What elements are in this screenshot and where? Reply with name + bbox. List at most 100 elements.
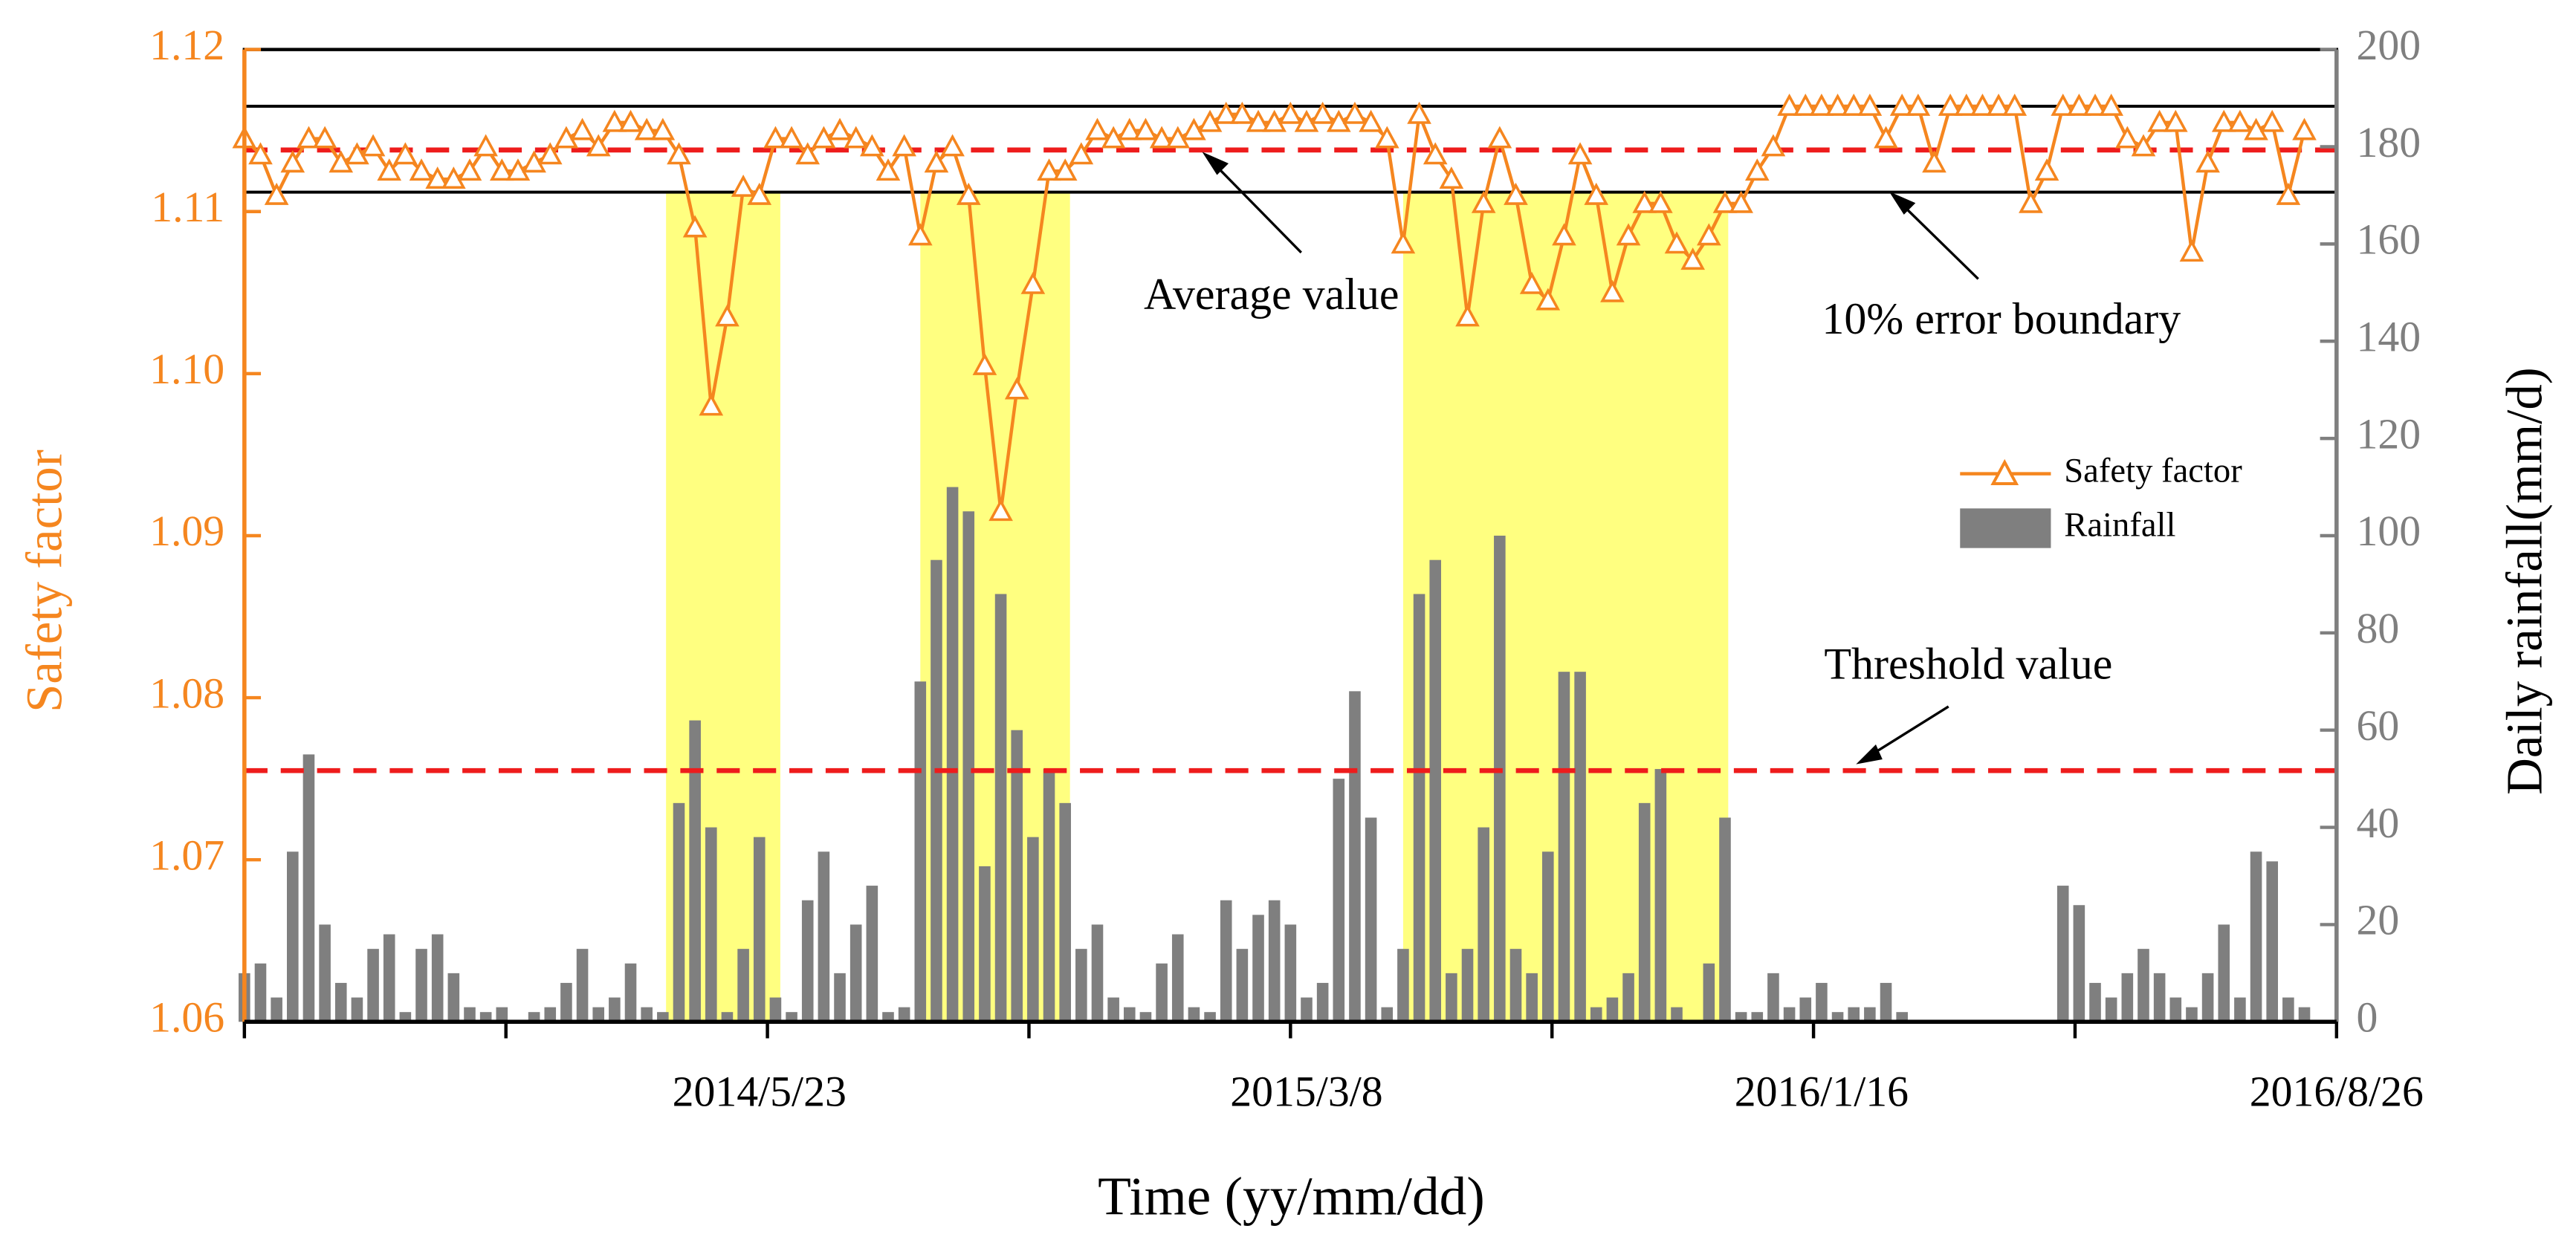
bar <box>705 827 717 1022</box>
marker <box>1471 190 1496 213</box>
annotation: Average value <box>1144 270 1399 319</box>
marker <box>747 182 772 205</box>
bar <box>2153 973 2166 1022</box>
y2-tick-label: 0 <box>2356 995 2378 1042</box>
marker <box>312 126 337 149</box>
marker <box>537 142 563 165</box>
marker <box>827 117 852 140</box>
marker <box>1101 126 1126 149</box>
marker <box>1165 126 1191 149</box>
marker <box>345 142 369 165</box>
marker <box>876 158 901 181</box>
marker <box>956 182 981 205</box>
marker <box>1616 223 1641 246</box>
marker <box>924 150 949 173</box>
bar <box>1671 1007 1683 1022</box>
bar <box>1735 1012 1747 1022</box>
marker <box>1744 158 1770 181</box>
marker <box>2115 126 2140 149</box>
axes: 1.06 1.07 1.08 1.09 1.10 1.11 1.12 0 20 40 60 80 100… <box>149 22 2424 1116</box>
bar <box>1236 949 1249 1022</box>
bar <box>769 997 782 1022</box>
bar <box>1767 973 1779 1022</box>
marker <box>1600 279 1625 302</box>
bar <box>1509 949 1522 1022</box>
y2-tick-label: 180 <box>2356 120 2421 166</box>
marker <box>1712 190 1738 213</box>
bar <box>834 973 846 1022</box>
bar <box>1574 672 1586 1022</box>
marker <box>1246 109 1271 132</box>
marker <box>441 166 466 189</box>
marker <box>1214 101 1239 124</box>
bar <box>271 997 282 1022</box>
marker <box>1182 117 1206 140</box>
bar <box>1461 949 1474 1022</box>
bar <box>753 837 766 1022</box>
bar <box>946 487 959 1022</box>
marker <box>1970 93 1995 116</box>
marker <box>2292 117 2317 140</box>
arrowhead <box>1202 152 1229 175</box>
y2-tick-label: 20 <box>2356 898 2399 944</box>
marker <box>1680 247 1706 270</box>
marker <box>1584 182 1609 205</box>
marker <box>1439 166 1464 189</box>
marker <box>329 150 354 173</box>
marker <box>2163 109 2188 132</box>
marker <box>731 174 756 197</box>
marker <box>715 304 740 327</box>
marker <box>2179 239 2204 262</box>
bar <box>979 866 991 1022</box>
bar <box>1526 973 1538 1022</box>
marker <box>2259 109 2285 132</box>
legend: Safety factor Rainfall <box>1960 451 2242 548</box>
bar <box>2121 973 2134 1022</box>
marker <box>1359 109 1383 132</box>
bar <box>1252 915 1264 1022</box>
bar <box>1622 973 1634 1022</box>
bar <box>2250 851 2262 1022</box>
marker <box>1729 190 1753 213</box>
y2-tick-label: 120 <box>2356 411 2421 458</box>
bar <box>1446 973 1457 1022</box>
bar <box>334 982 347 1022</box>
arrow <box>1901 204 1979 280</box>
bar <box>1220 900 1232 1022</box>
bar <box>818 851 830 1022</box>
x-axis-label: Time (yy/mm/dd) <box>1098 1166 1485 1226</box>
marker <box>972 352 997 375</box>
marker <box>409 158 434 181</box>
bar <box>2105 997 2117 1022</box>
marker <box>940 134 965 157</box>
marker <box>1455 304 1480 327</box>
bar <box>544 1007 557 1022</box>
marker <box>1004 377 1029 400</box>
bar <box>1397 949 1409 1022</box>
y-tick-label: 1.12 <box>149 22 224 69</box>
bar <box>560 982 572 1022</box>
bar <box>1494 535 1506 1022</box>
bar <box>898 1007 910 1022</box>
marker <box>1374 126 1399 149</box>
bar <box>351 997 363 1022</box>
bar <box>2056 886 2069 1022</box>
y2-tick-label: 60 <box>2356 703 2399 750</box>
bar <box>528 1012 540 1022</box>
marker <box>280 150 305 173</box>
arrow <box>1868 705 1949 757</box>
y-tick-label: 1.06 <box>149 995 224 1042</box>
bar <box>2218 924 2230 1022</box>
marker <box>1825 93 1850 116</box>
marker <box>860 134 884 157</box>
annotation: 10% error boundary <box>1822 294 2181 343</box>
y2-axis-label: Daily rainfall(mm/d) <box>2496 367 2553 795</box>
y-tick-label: 1.11 <box>151 184 224 231</box>
bar <box>786 1012 797 1022</box>
y2-tick-label: 40 <box>2356 800 2399 847</box>
marker <box>1664 231 1689 254</box>
bar <box>1848 1007 1860 1022</box>
bar <box>383 934 395 1022</box>
y2-tick-label: 100 <box>2356 508 2421 555</box>
marker <box>489 158 514 181</box>
